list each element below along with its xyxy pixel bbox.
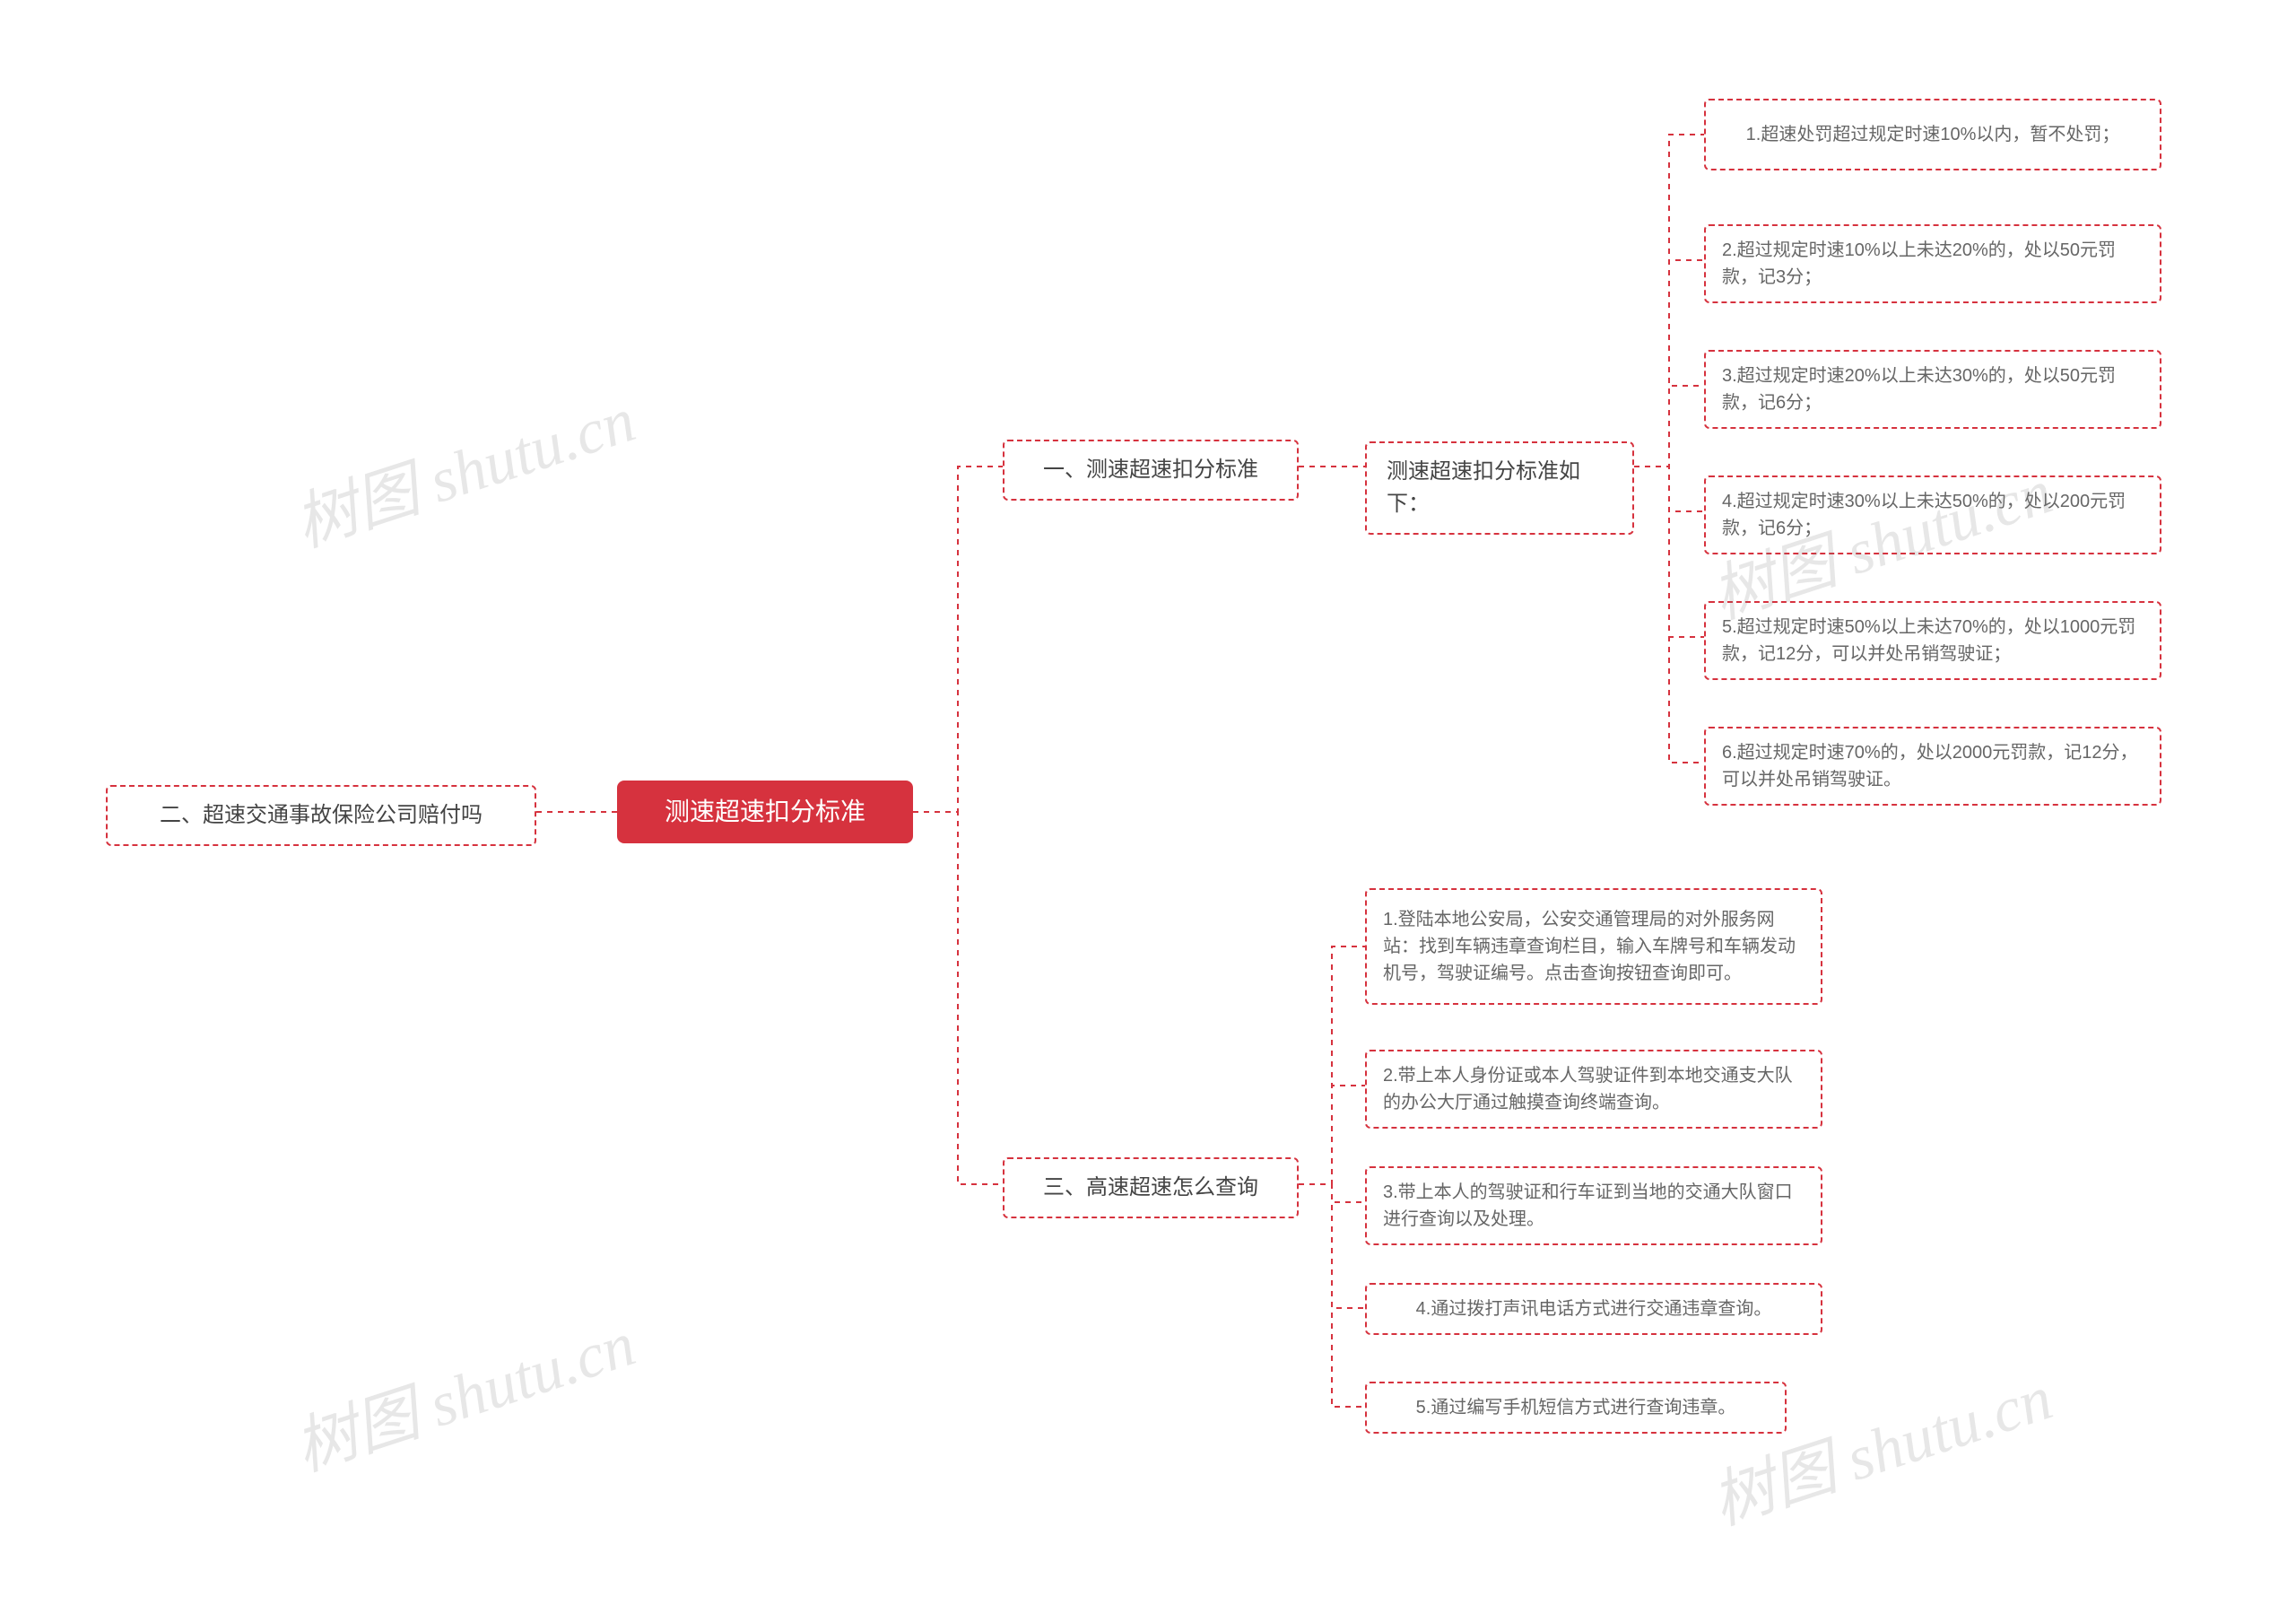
root-node: 测速超速扣分标准 [617, 781, 913, 843]
branch-b1: 一、测速超速扣分标准 [1003, 440, 1299, 501]
node-b1s1: 1.超速处罚超过规定时速10%以内，暂不处罚； [1704, 99, 2161, 170]
watermark: 树图 shutu.cn [282, 370, 645, 564]
node-b1s3: 3.超过规定时速20%以上未达30%的，处以50元罚款，记6分； [1704, 350, 2161, 429]
node-b3c3: 3.带上本人的驾驶证和行车证到当地的交通大队窗口进行查询以及处理。 [1365, 1166, 1822, 1245]
node-b1s6: 6.超过规定时速70%的，处以2000元罚款，记12分，可以并处吊销驾驶证。 [1704, 727, 2161, 806]
watermark: 树图 shutu.cn [282, 1294, 645, 1488]
node-b3c4: 4.通过拨打声讯电话方式进行交通违章查询。 [1365, 1283, 1822, 1335]
node-b1s: 测速超速扣分标准如下： [1365, 441, 1634, 535]
node-b1s2: 2.超过规定时速10%以上未达20%的，处以50元罚款，记3分； [1704, 224, 2161, 303]
branch-b_left: 二、超速交通事故保险公司赔付吗 [106, 785, 536, 846]
watermark: 树图 shutu.cn [1699, 1348, 2062, 1542]
node-b3c1: 1.登陆本地公安局，公安交通管理局的对外服务网站：找到车辆违章查询栏目，输入车牌… [1365, 888, 1822, 1005]
node-b3c2: 2.带上本人身份证或本人驾驶证件到本地交通支大队的办公大厅通过触摸查询终端查询。 [1365, 1050, 1822, 1129]
node-b3c5: 5.通过编写手机短信方式进行查询违章。 [1365, 1382, 1787, 1434]
branch-b3: 三、高速超速怎么查询 [1003, 1157, 1299, 1218]
